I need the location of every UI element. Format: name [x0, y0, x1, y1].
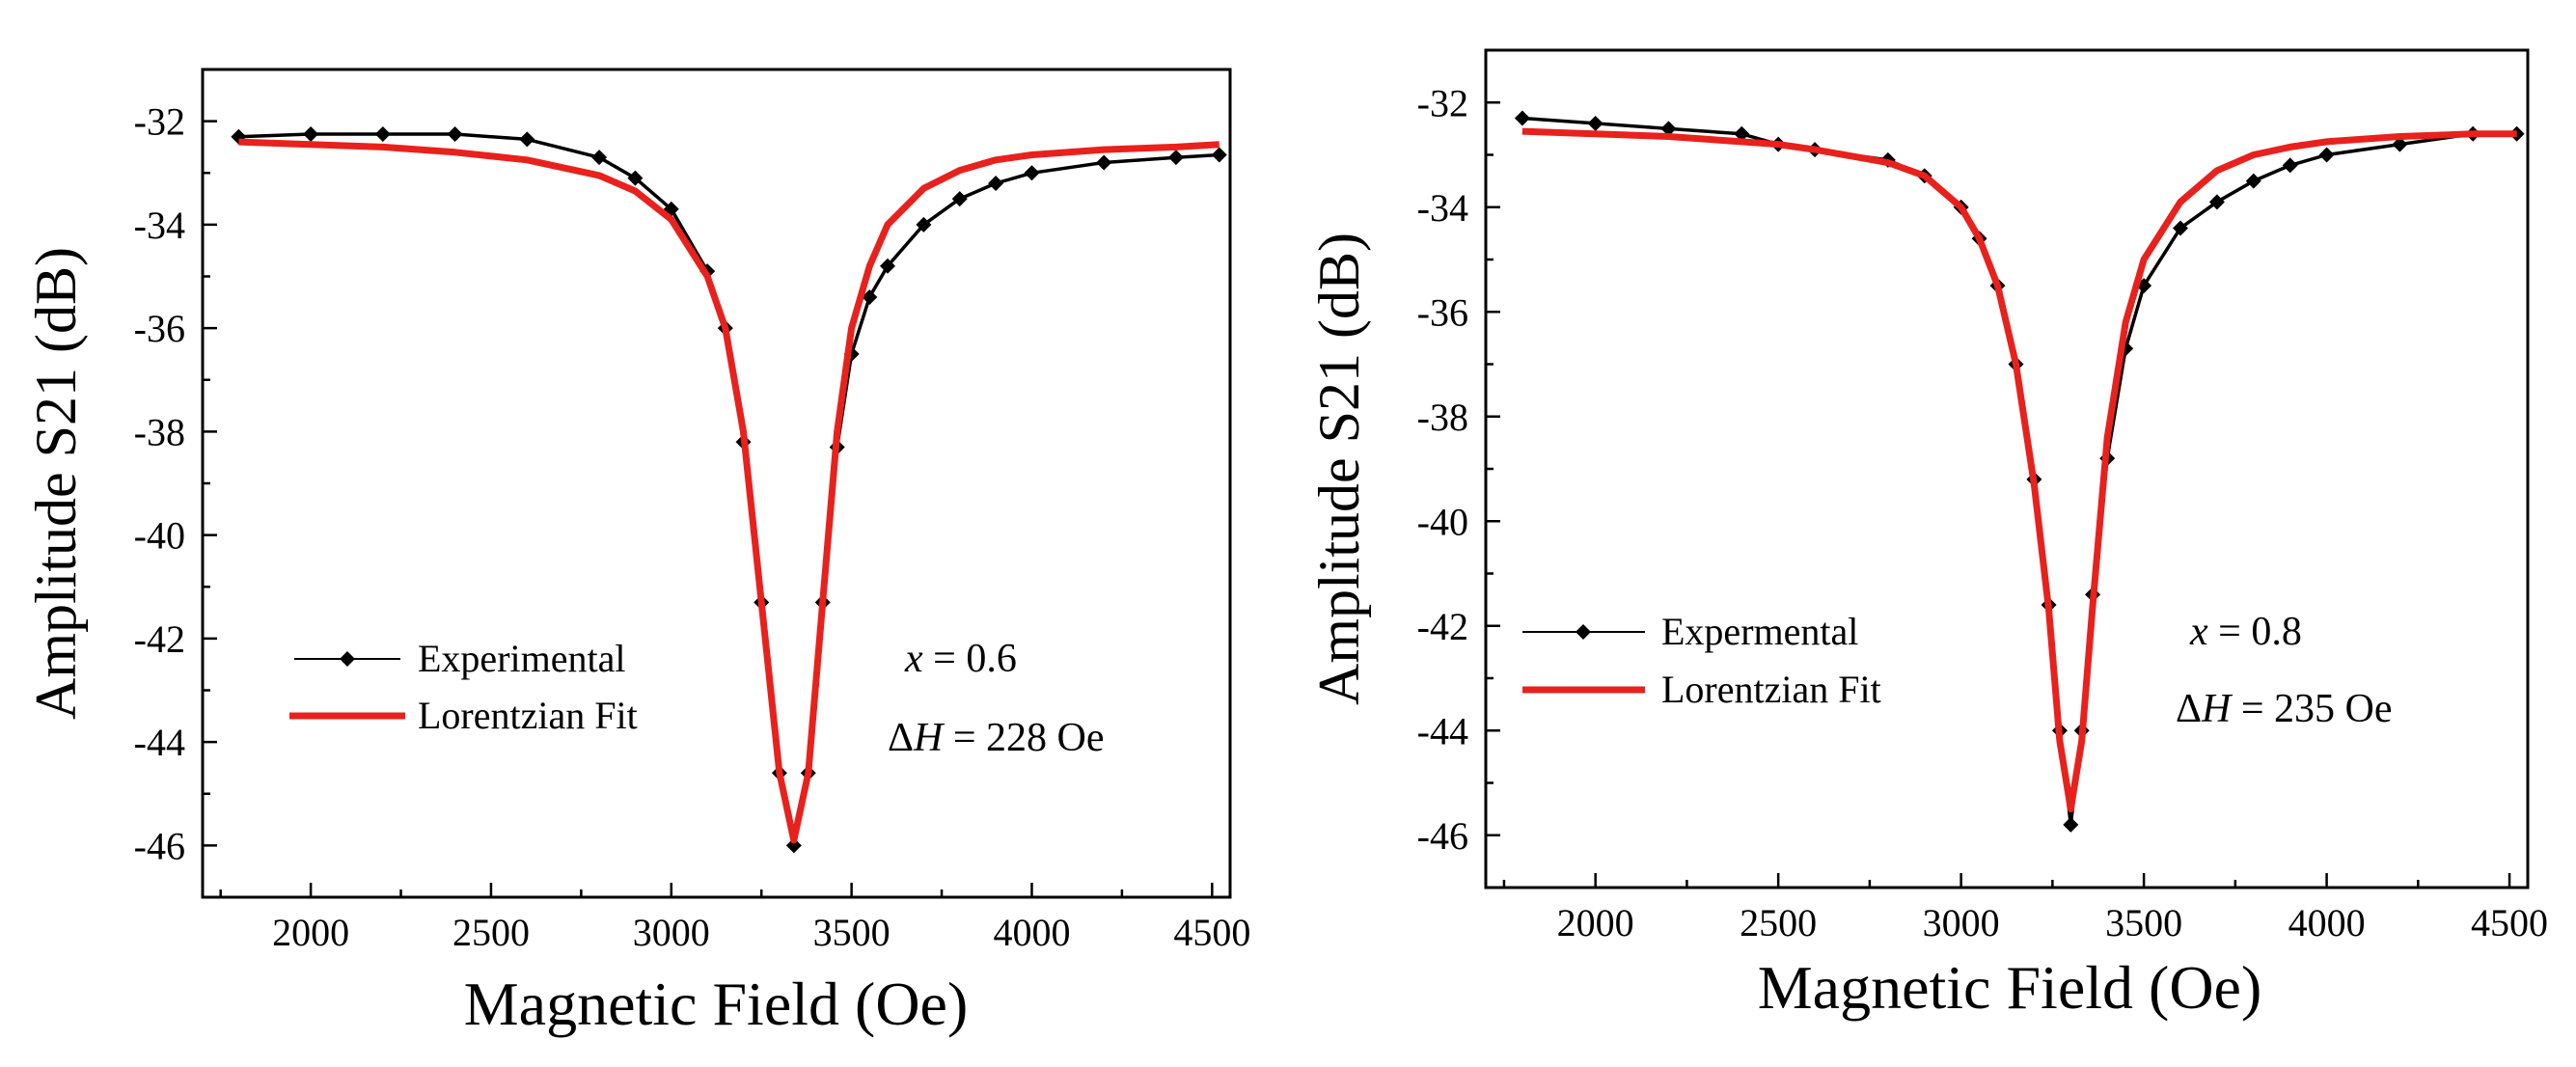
data-point-experimental	[627, 170, 644, 186]
y-tick-label: -46	[134, 824, 185, 867]
series-layer	[1514, 110, 2525, 833]
annotation-h-text: = 235 Oe	[2231, 687, 2392, 731]
data-point-experimental	[1514, 110, 1530, 126]
data-point-experimental	[916, 216, 932, 233]
x-tick-label: 2500	[452, 911, 530, 954]
data-point-experimental	[1734, 125, 1750, 142]
data-point-experimental	[2063, 816, 2079, 833]
annotation-delta: Δ	[888, 716, 914, 760]
data-point-experimental	[1096, 154, 1112, 171]
y-tick-label: -42	[1417, 605, 1468, 648]
y-tick-label: -32	[1417, 81, 1468, 124]
x-tick-label: 4000	[2288, 901, 2366, 944]
data-point-experimental	[447, 126, 463, 143]
data-point-experimental	[1587, 115, 1603, 131]
x-tick-label: 2000	[1557, 901, 1634, 944]
annotation-x-text: = 0.6	[923, 637, 1017, 681]
y-tick-label: -44	[134, 721, 185, 764]
y-axis-ticks: -46 -44 -42 -40 -38 -36 -34 -32	[1417, 48, 1500, 889]
data-point-experimental	[988, 175, 1004, 191]
annotation-x-value: x = 0.6	[904, 637, 1017, 681]
right-chart: -46 -44 -42 -40 -38 -36 -34 -32 2000 2500 3000 350…	[1307, 48, 2548, 1022]
plot-frame	[1484, 48, 2530, 889]
annotation-x-value: x = 0.8	[2189, 610, 2302, 654]
x-tick-label: 4000	[993, 911, 1070, 954]
y-tick-label: -46	[1417, 814, 1468, 858]
legend-marker-experimental	[1576, 624, 1591, 640]
legend: Expermental Lorentzian Fit	[1522, 610, 1881, 711]
annotation-x-text: = 0.8	[2208, 610, 2302, 654]
data-point-experimental	[2318, 147, 2335, 163]
x-axis-ticks: 2000 2500 3000 3500 4000 4500	[1502, 873, 2548, 944]
y-tick-label: -44	[1417, 709, 1468, 752]
data-point-experimental	[1211, 147, 1227, 163]
data-point-experimental	[2282, 157, 2298, 174]
legend-label-experimental: Expermental	[1661, 610, 1858, 653]
y-tick-label: -34	[134, 204, 185, 247]
data-point-experimental	[519, 131, 535, 148]
annotation-delta: Δ	[2176, 687, 2202, 731]
series-line-lorentzian-fit	[1521, 127, 2517, 813]
data-point-experimental	[1167, 150, 1184, 166]
legend-label-fit: Lorentzian Fit	[418, 694, 638, 737]
data-point-experimental	[2208, 194, 2225, 210]
data-point-experimental	[880, 258, 895, 274]
annotation-h-var: H	[913, 716, 945, 760]
data-point-experimental	[303, 126, 319, 143]
annotation-x-var: x	[904, 637, 923, 681]
data-point-experimental	[2173, 220, 2188, 236]
annotation-linewidth: ΔH = 235 Oe	[2176, 687, 2393, 731]
plot-frame	[201, 68, 1232, 899]
x-tick-label: 3000	[633, 911, 710, 954]
legend: Experimental Lorentzian Fit	[289, 637, 638, 737]
y-tick-label: -40	[134, 514, 185, 558]
legend-label-experimental: Experimental	[418, 637, 625, 680]
y-tick-label: -38	[1417, 396, 1468, 439]
data-point-experimental	[1660, 121, 1677, 137]
annotation-h-text: = 228 Oe	[943, 716, 1104, 760]
data-point-experimental	[2508, 125, 2525, 142]
annotation-x-var: x	[2189, 610, 2208, 654]
data-point-experimental	[2245, 173, 2261, 189]
x-axis-label: Magnetic Field (Oe)	[1758, 953, 2262, 1022]
y-axis-label: Amplitude S21 (dB)	[1307, 233, 1371, 705]
y-tick-label: -36	[1417, 290, 1468, 334]
y-tick-label: -32	[134, 100, 185, 144]
y-tick-label: -42	[134, 617, 185, 661]
legend-label-fit: Lorentzian Fit	[1661, 668, 1881, 711]
x-tick-label: 3500	[2105, 901, 2182, 944]
data-point-experimental	[591, 150, 608, 166]
left-chart: -46 -44 -42 -40 -38 -36 -34 -32 2000 2500 3000 350…	[24, 68, 1250, 1038]
y-tick-label: -38	[134, 410, 185, 453]
data-point-experimental	[2392, 136, 2408, 152]
data-point-experimental	[785, 837, 802, 854]
x-axis-ticks: 2000 2500 3000 3500 4000 4500	[219, 883, 1250, 954]
data-point-experimental	[862, 288, 878, 305]
y-tick-label: -36	[134, 307, 185, 350]
y-axis-label: Amplitude S21 (dB)	[24, 247, 88, 720]
x-tick-label: 3500	[813, 911, 891, 954]
y-axis-ticks: -46 -44 -42 -40 -38 -36 -34 -32	[134, 68, 217, 899]
annotation-linewidth: ΔH = 228 Oe	[888, 716, 1105, 760]
data-point-experimental	[374, 126, 391, 143]
y-tick-label: -40	[1417, 500, 1468, 543]
x-tick-label: 2500	[1740, 901, 1817, 944]
data-point-experimental	[951, 191, 968, 207]
x-tick-label: 3000	[1923, 901, 2000, 944]
x-tick-label: 2000	[272, 911, 349, 954]
legend-marker-experimental	[340, 651, 355, 667]
annotation-h-var: H	[2201, 687, 2233, 731]
data-point-experimental	[1024, 165, 1040, 181]
x-axis-label: Magnetic Field (Oe)	[464, 970, 969, 1038]
y-tick-label: -34	[1417, 186, 1468, 230]
series-line-lorentzian-fit	[238, 138, 1220, 844]
series-layer	[231, 126, 1227, 854]
x-tick-label: 4500	[1173, 911, 1250, 954]
x-tick-label: 4500	[2471, 901, 2548, 944]
